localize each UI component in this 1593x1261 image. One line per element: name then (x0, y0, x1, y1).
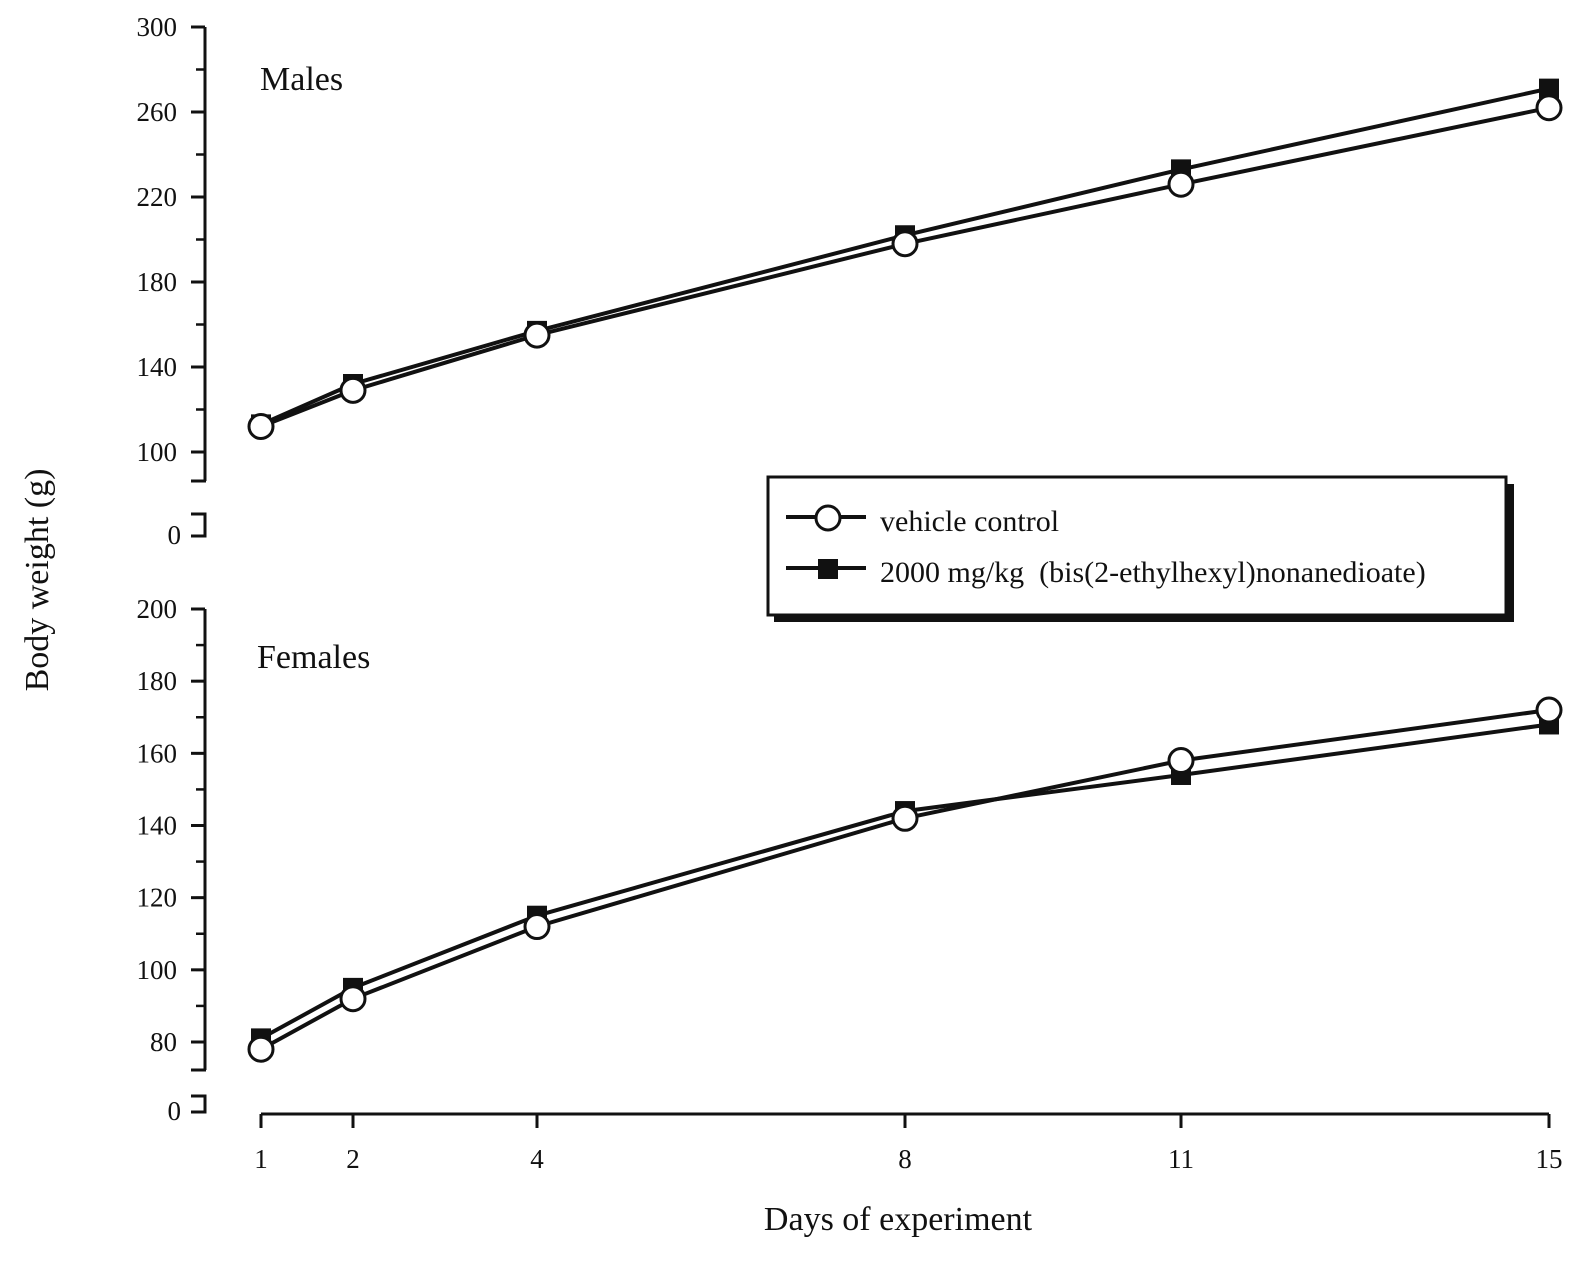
y-axis-zero-bracket (191, 1094, 207, 1114)
x-tick-label: 8 (898, 1144, 912, 1174)
y-tick-label: 180 (137, 666, 178, 696)
x-axis: 1 2 4 8 11 15 (254, 1112, 1563, 1174)
y-tick-label: 260 (137, 97, 178, 127)
y-axis-title: Body weight (g) (19, 469, 56, 692)
vehicle-control-point (247, 1035, 275, 1063)
legend: vehicle control 2000 mg/kg (bis(2-ethylh… (766, 475, 1514, 622)
legend-marker-vehicle (814, 504, 842, 532)
males-panel-title: Males (260, 61, 343, 98)
x-axis-title: Days of experiment (764, 1201, 1033, 1238)
vehicle-control-line (260, 708, 1550, 1051)
vehicle-control-point (523, 321, 551, 349)
y-tick-label: 80 (150, 1027, 177, 1057)
y-tick-label: 160 (137, 738, 178, 768)
vehicle-control-line (260, 105, 1550, 429)
dose-point (1539, 78, 1559, 99)
vehicle-control-point (891, 230, 919, 258)
x-tick-label: 4 (530, 1144, 544, 1174)
y-tick-label: 140 (137, 811, 178, 841)
y-tick-label: 200 (137, 594, 178, 624)
y-tick-label: 220 (137, 182, 178, 212)
vehicle-control-point (1535, 696, 1563, 724)
y-axis-zero-bracket (191, 512, 207, 538)
legend-marker-dose (818, 559, 838, 579)
vehicle-control-point (1167, 170, 1195, 198)
vehicle-control-point (1167, 747, 1195, 775)
dose-line (260, 86, 1550, 427)
vehicle-control-point (339, 985, 367, 1013)
males-panel: Males 0 300 260 220 180 140 100 (137, 12, 1563, 550)
vehicle-control-point (1535, 94, 1563, 122)
vehicle-control-point (891, 804, 919, 832)
legend-label-dose: 2000 mg/kg (bis(2-ethylhexyl)nonanedioat… (880, 556, 1426, 589)
legend-box (766, 475, 1508, 617)
x-tick-label: 11 (1168, 1144, 1194, 1174)
vehicle-control-point (523, 913, 551, 941)
x-tick-label: 2 (346, 1144, 360, 1174)
y-tick-label: 100 (137, 437, 178, 467)
y-tick-label: 0 (168, 520, 182, 550)
y-tick-label: 140 (137, 352, 178, 382)
x-tick-label: 1 (254, 1144, 268, 1174)
legend-label-vehicle: vehicle control (880, 505, 1059, 538)
y-tick-label: 120 (137, 883, 178, 913)
y-tick-label: 180 (137, 267, 178, 297)
vehicle-control-point (339, 376, 367, 404)
vehicle-control-point (247, 413, 275, 440)
y-tick-label: 100 (137, 955, 178, 985)
y-tick-label: 300 (137, 12, 178, 42)
x-tick-label: 15 (1536, 1144, 1563, 1174)
females-panel-title: Females (257, 639, 370, 676)
y-tick-label: 0 (168, 1096, 182, 1126)
females-panel: Females 0 200 180 160 140 120 100 80 (137, 594, 1563, 1126)
dose-line (260, 722, 1550, 1041)
